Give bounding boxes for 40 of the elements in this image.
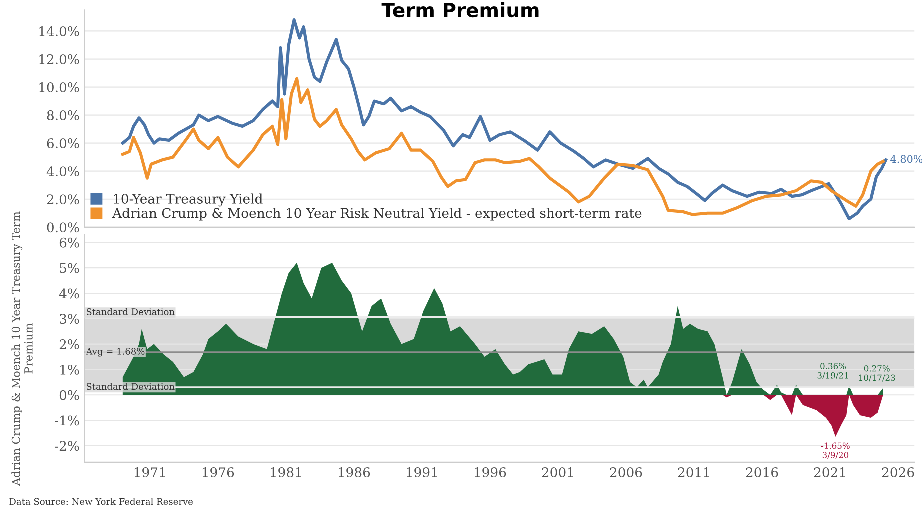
annotation: 0.36% 3/19/21	[818, 363, 848, 380]
y-tick-label: 0%	[60, 390, 80, 400]
y-tick-label: -1%	[55, 416, 80, 426]
y-tick-label: 3%	[60, 314, 80, 324]
y-tick-label: 6%	[60, 238, 80, 248]
ref-line-label: Avg = 1.68%	[86, 348, 145, 357]
x-tick-label: 1971	[134, 468, 166, 478]
x-tick-label: 1996	[475, 468, 506, 478]
legend-label: Adrian Crump & Moench 10 Year Risk Neutral Yield - expected short-term rate	[112, 208, 642, 221]
annotation: 0.27% 10/17/23	[859, 365, 896, 382]
ref-line-label: Standard Deviation	[86, 308, 175, 316]
y-tick-label: 5%	[60, 263, 80, 274]
x-tick-label: 1976	[202, 468, 234, 478]
x-tick-label: 2001	[542, 468, 574, 478]
x-tick-label: 2021	[814, 468, 846, 478]
y-axis-title: Adrian Crump & Moench 10 Year Treasury Term Premium	[12, 212, 33, 486]
chart-title: Term Premium	[382, 2, 539, 18]
x-tick-label: 2016	[746, 468, 778, 478]
x-tick-label: 1991	[407, 468, 438, 478]
y-tick-label: 4.0%	[46, 166, 80, 177]
y-tick-label: 10.0%	[40, 82, 80, 92]
x-tick-label: 2011	[678, 468, 710, 478]
x-tick-label: 2026	[882, 468, 914, 478]
legend-label: 10-Year Treasury Yield	[114, 194, 263, 207]
source-note: Data Source: New York Federal Reserve	[10, 498, 193, 506]
y-tick-label: 12.0%	[40, 54, 80, 64]
annotation: -1.65% 3/9/20	[821, 442, 850, 460]
ref-line-label: Standard Deviation	[86, 383, 175, 390]
y-tick-label: 8.0%	[47, 110, 80, 121]
x-tick-label: 1986	[338, 468, 370, 478]
y-tick-label: -2%	[55, 441, 80, 452]
x-tick-label: 1981	[270, 468, 302, 478]
y-tick-label: 6.0%	[47, 138, 80, 149]
y-tick-label: 0.0%	[47, 222, 80, 233]
y-tick-label: 1%	[60, 364, 80, 375]
y-tick-label: 14.0%	[40, 26, 80, 36]
x-tick-label: 2006	[610, 468, 642, 478]
y-tick-label: 2%	[60, 340, 80, 350]
y-tick-label: 2.0%	[47, 194, 80, 205]
y-tick-label: 4%	[59, 288, 80, 299]
